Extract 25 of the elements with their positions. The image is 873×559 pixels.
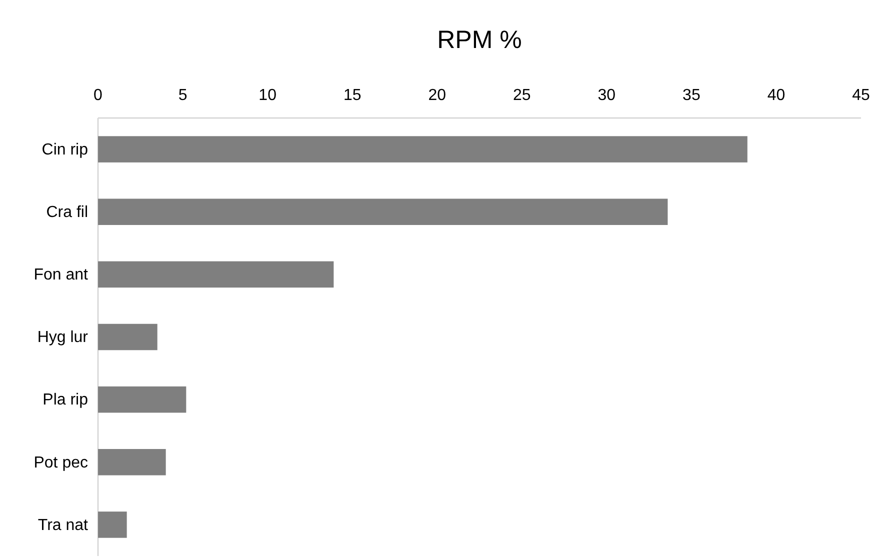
bar (98, 136, 748, 162)
x-tick-label: 10 (258, 87, 277, 104)
bar (98, 198, 668, 225)
bar (98, 512, 127, 538)
x-tick-label: 0 (94, 87, 103, 104)
y-tick-label: Fon ant (34, 266, 89, 284)
y-tick-label: Pot pec (34, 454, 88, 472)
x-tick-label: 45 (852, 87, 870, 104)
y-tick-label: Tra nat (38, 516, 89, 534)
x-tick-label: 15 (343, 87, 362, 104)
chart-title: RPM % (437, 26, 522, 54)
x-tick-label: 5 (178, 87, 188, 104)
y-tick-label: Hyg lur (37, 329, 89, 346)
x-tick-label: 40 (767, 87, 786, 104)
x-tick-label: 20 (428, 87, 446, 104)
bar (98, 261, 334, 288)
bar (98, 386, 186, 413)
bar (98, 449, 166, 476)
x-tick-label: 25 (512, 87, 531, 104)
x-tick-label: 30 (598, 87, 616, 104)
y-tick-label: Cin rip (42, 141, 88, 158)
y-tick-label: Cra fil (46, 204, 88, 221)
y-tick-label: Pla rip (42, 392, 88, 409)
x-tick-label: 35 (682, 87, 700, 104)
bar (98, 324, 158, 350)
